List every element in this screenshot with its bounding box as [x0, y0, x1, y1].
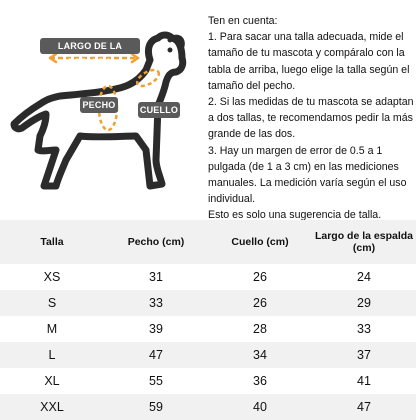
cell-size: XXL [40, 400, 64, 414]
cell-neck: 26 [253, 296, 267, 310]
cell-neck: 26 [253, 270, 267, 284]
table-row: M 39 28 33 [0, 316, 416, 342]
notes-heading: Ten en cuenta: [208, 15, 278, 27]
cell-chest: 33 [149, 296, 163, 310]
back-length-label: LARGO DE LA ESPALDA [40, 38, 140, 67]
cell-neck: 34 [253, 348, 267, 362]
cell-chest: 31 [149, 270, 163, 284]
header-back-length: Largo de la espalda (cm) [314, 230, 414, 254]
note-item: Esto es solo una sugerencia de talla. [208, 209, 382, 222]
cell-back-length: 29 [357, 296, 371, 310]
note-item: 1. Para sacar una talla adecuada, mide e… [208, 31, 410, 92]
table-row: XS 31 26 24 [0, 264, 416, 290]
cell-neck: 36 [253, 374, 267, 388]
size-table: Talla Pecho (cm) Cuello (cm) Largo de la… [0, 220, 416, 420]
header-chest: Pecho (cm) [127, 236, 185, 248]
table-row: L 47 34 37 [0, 342, 416, 368]
cell-size: S [47, 296, 57, 310]
neck-label: CUELLO [138, 102, 180, 118]
note-item: 2. Si las medidas de tu mascota se adapt… [208, 96, 414, 141]
header-neck: Cuello (cm) [231, 236, 289, 248]
chest-label: PECHO [80, 97, 118, 113]
size-guide-top: LARGO DE LA ESPALDA PECHO CUELLO Ten en … [0, 0, 414, 221]
table-row: XXL 59 40 47 [0, 394, 416, 420]
cell-back-length: 33 [357, 322, 371, 336]
dog-measurement-illustration: LARGO DE LA ESPALDA PECHO CUELLO [0, 0, 206, 220]
cell-neck: 28 [253, 322, 267, 336]
cell-back-length: 37 [357, 348, 371, 362]
table-row: XL 55 36 41 [0, 368, 416, 394]
cell-chest: 55 [149, 374, 163, 388]
cell-chest: 47 [149, 348, 163, 362]
note-item: 3. Hay un margen de error de 0.5 a 1 pul… [208, 144, 407, 206]
sizing-notes: Ten en cuenta: 1. Para sacar una talla a… [208, 13, 416, 224]
cell-size: L [48, 348, 56, 362]
cell-size: XL [44, 374, 60, 388]
table-header-row: Talla Pecho (cm) Cuello (cm) Largo de la… [0, 220, 416, 264]
cell-size: XS [43, 270, 61, 284]
table-row: S 33 26 29 [0, 290, 416, 316]
cell-back-length: 47 [357, 400, 371, 414]
cell-back-length: 24 [357, 270, 371, 284]
cell-neck: 40 [253, 400, 267, 414]
cell-chest: 59 [149, 400, 163, 414]
header-size: Talla [40, 236, 64, 248]
cell-chest: 39 [149, 322, 163, 336]
size-table-container: Talla Pecho (cm) Cuello (cm) Largo de la… [0, 220, 416, 420]
cell-back-length: 41 [357, 374, 371, 388]
cell-size: M [46, 322, 58, 336]
